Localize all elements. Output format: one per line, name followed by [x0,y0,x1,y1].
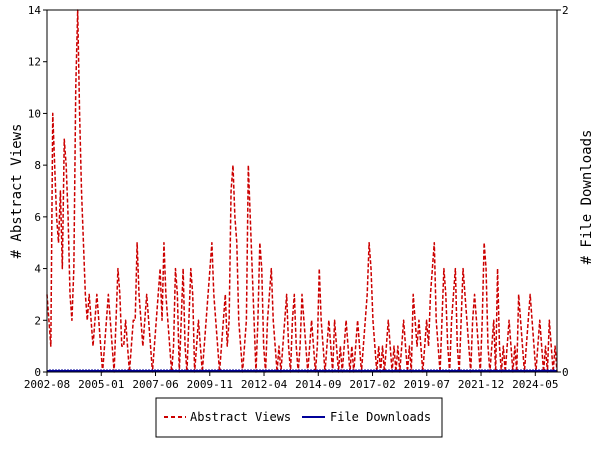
y-right-axis: 02 [557,4,569,379]
x-tick-label-5: 2014-09 [295,378,341,391]
x-tick-label-7: 2019-07 [404,378,450,391]
legend-label-file-downloads: File Downloads [330,410,431,424]
y-left-tick-label-4: 8 [34,159,41,172]
y-left-axis: 0 2 4 6 8 10 12 14 [28,4,47,379]
plot-frame [46,9,558,373]
plot-background [47,10,557,372]
legend-label-abstract-views: Abstract Views [190,410,291,424]
x-tick-label-3: 2009-11 [187,378,233,391]
y-left-tick-label-3: 6 [34,211,41,224]
legend-box [155,397,443,438]
x-tick-label-2: 2007-06 [132,378,178,391]
abstract-views-line [46,9,558,373]
abstract-views-series [46,9,558,373]
x-tick-label-4: 2012-04 [241,378,288,391]
y-left-tick-label-1: 2 [34,314,41,327]
y-right-tick-label-0: 0 [562,366,569,379]
y-right-tick-label-1: 2 [562,4,569,17]
x-tick-label-9: 2024-05 [512,378,558,391]
x-tick-label-8: 2021-12 [458,378,504,391]
legend: Abstract Views File Downloads [155,397,443,438]
x-tick-label-1: 2005-01 [78,378,124,391]
y-left-tick-label-0: 0 [34,366,41,379]
x-tick-label-6: 2017-02 [349,378,395,391]
x-axis: 2002-08 2005-01 2007-06 2009-11 2012-04 2014-… [24,372,558,391]
y-left-tick-label-2: 4 [34,263,41,276]
x-tick-label-0: 2002-08 [24,378,70,391]
y-left-tick-label-5: 10 [28,107,41,120]
y-left-tick-label-7: 14 [28,4,42,17]
y-left-tick-label-6: 12 [28,56,41,69]
y-right-axis-title: # File Downloads [579,130,595,265]
y-left-axis-title: # Abstract Views [9,124,25,259]
